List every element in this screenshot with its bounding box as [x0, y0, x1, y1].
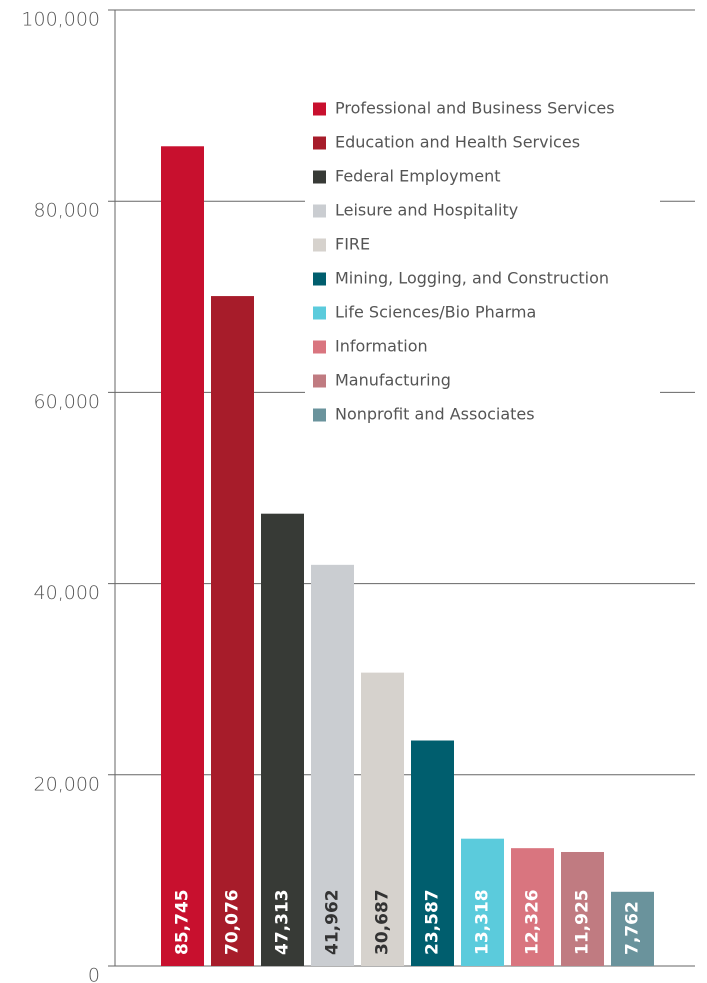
legend-label: FIRE: [335, 235, 370, 254]
bar: [211, 296, 254, 966]
legend-swatch: [313, 136, 326, 150]
bar: [561, 851, 604, 966]
legend-swatch: [313, 170, 326, 184]
legend-swatch: [313, 238, 326, 252]
legend-swatch: [313, 204, 326, 218]
legend-swatch: [313, 306, 326, 320]
y-tick-label: 40,000: [34, 582, 100, 604]
legend-label: Manufacturing: [335, 371, 451, 390]
value-label: 12,326: [523, 889, 543, 955]
legend-label: Nonprofit and Associates: [335, 405, 535, 424]
y-tick-label: 0: [88, 965, 100, 983]
legend-label: Life Sciences/Bio Pharma: [335, 303, 536, 322]
bar: [261, 513, 304, 966]
legend-swatch: [313, 374, 326, 388]
y-tick-label: 60,000: [34, 391, 100, 413]
legend-swatch: [313, 272, 326, 286]
y-tick-label: 100,000: [21, 9, 100, 31]
value-label: 30,687: [373, 889, 393, 955]
bar: [361, 672, 404, 966]
legend-label: Information: [335, 337, 428, 356]
y-tick-label: 80,000: [34, 200, 100, 222]
value-label: 70,076: [223, 889, 243, 955]
legend-label: Education and Health Services: [335, 133, 580, 152]
value-label: 47,313: [273, 889, 293, 955]
legend-label: Mining, Logging, and Construction: [335, 269, 609, 288]
y-tick-label: 20,000: [34, 773, 100, 795]
bar: [411, 740, 454, 966]
legend-label: Leisure and Hospitality: [335, 201, 518, 220]
value-label: 7,762: [623, 901, 643, 955]
legend-swatch: [313, 102, 326, 116]
value-label: 13,318: [473, 889, 493, 955]
legend-label: Federal Employment: [335, 167, 500, 186]
value-label: 23,587: [423, 889, 443, 955]
legend-swatch: [313, 340, 326, 354]
value-label: 11,925: [573, 889, 593, 955]
value-label: 41,962: [323, 889, 343, 955]
bar: [311, 564, 354, 966]
bar: [461, 838, 504, 966]
bar: [511, 848, 554, 966]
legend-background: [305, 92, 660, 436]
bar: [611, 891, 654, 966]
legend-label: Professional and Business Services: [335, 99, 615, 118]
value-label: 85,745: [173, 889, 193, 955]
bar: [161, 146, 204, 966]
legend-swatch: [313, 408, 326, 422]
